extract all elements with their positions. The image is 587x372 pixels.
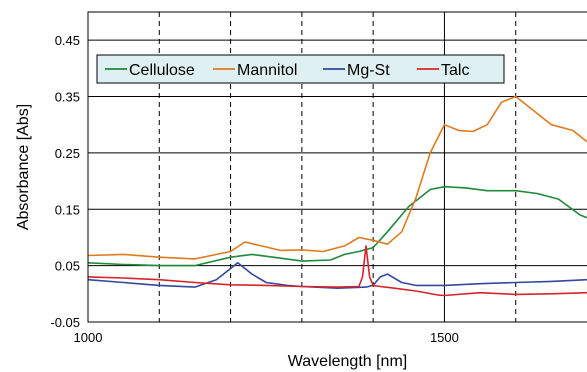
y-tick-label: 0.25: [55, 146, 80, 161]
legend-label: Talc: [441, 62, 469, 79]
legend-label: Mannitol: [237, 62, 297, 79]
series-lines: [87, 95, 587, 297]
x-tick-label: 1500: [430, 330, 459, 345]
series-line-talc: [87, 245, 587, 297]
x-tick-labels: 1000 1500: [74, 330, 459, 345]
legend-label: Cellulose: [129, 62, 195, 79]
y-tick-label: 0.35: [55, 90, 80, 105]
legend-label: Mg-St: [347, 62, 390, 79]
y-tick-labels: -0.05 0.05 0.15 0.25 0.35 0.45: [50, 33, 80, 330]
x-tick-label: 1000: [74, 330, 103, 345]
legend: Cellulose Mannitol Mg-St Talc: [96, 54, 505, 84]
y-tick-label: 0.45: [55, 33, 80, 48]
plot-frame: [87, 11, 587, 323]
series-line-mg-st: [87, 261, 587, 290]
y-axis-label: Absorbance [Abs]: [15, 104, 32, 230]
y-tick-label: 0.05: [55, 259, 80, 274]
x-axis-label: Wavelength [nm]: [288, 353, 407, 370]
y-tick-label: 0.15: [55, 202, 80, 217]
grid-lines: [88, 12, 587, 322]
series-line-cellulose: [87, 185, 587, 267]
series-line-mannitol: [87, 95, 587, 260]
y-tick-label: -0.05: [50, 315, 80, 330]
